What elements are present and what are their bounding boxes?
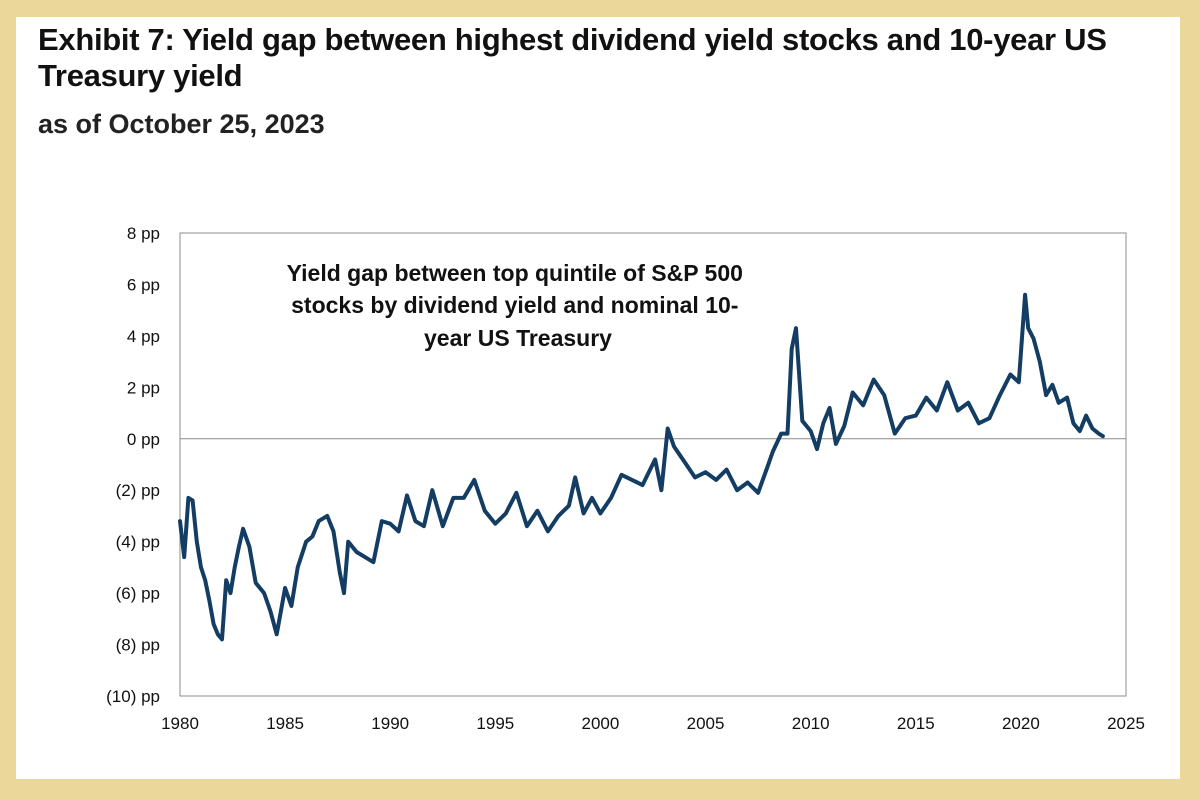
- x-tick-label: 1980: [161, 714, 199, 733]
- x-tick-label: 2025: [1107, 714, 1145, 733]
- y-tick-label: 8 pp: [127, 224, 160, 243]
- y-tick-label: (10) pp: [106, 687, 160, 706]
- y-tick-labels: 8 pp 6 pp 4 pp 2 pp 0 pp (2) pp (4) pp (6) pp (8…: [106, 224, 160, 706]
- annotation-line-3: year US Treasury: [424, 325, 612, 351]
- x-tick-labels: 1980 1985 1990 1995 2000 2005 2010 2015 2020 2025: [161, 714, 1145, 733]
- y-tick-label: 4 pp: [127, 327, 160, 346]
- x-tick-label: 2000: [582, 714, 620, 733]
- y-tick-label: 2 pp: [127, 378, 160, 397]
- y-tick-label: 0 pp: [127, 430, 160, 449]
- x-tick-label: 2010: [792, 714, 830, 733]
- annotation-line-2: stocks by dividend yield and nominal 10-: [291, 292, 738, 318]
- y-tick-label: (6) pp: [116, 584, 160, 603]
- y-tick-label: (2) pp: [116, 481, 160, 500]
- chart-subtitle: as of October 25, 2023: [38, 109, 325, 139]
- annotation-line-1: Yield gap between top quintile of S&P 50…: [287, 260, 743, 286]
- y-tick-label: 6 pp: [127, 275, 160, 294]
- chart-annotation: Yield gap between top quintile of S&P 50…: [287, 260, 750, 351]
- x-tick-label: 1985: [266, 714, 304, 733]
- x-tick-label: 2020: [1002, 714, 1040, 733]
- y-tick-label: (4) pp: [116, 533, 160, 552]
- x-tick-label: 1995: [476, 714, 514, 733]
- x-tick-label: 2015: [897, 714, 935, 733]
- y-tick-label: (8) pp: [116, 636, 160, 655]
- x-tick-label: 1990: [371, 714, 409, 733]
- chart-title: Exhibit 7: Yield gap between highest div…: [38, 22, 1107, 93]
- x-tick-label: 2005: [687, 714, 725, 733]
- series-line-yield-gap: [178, 292, 1105, 642]
